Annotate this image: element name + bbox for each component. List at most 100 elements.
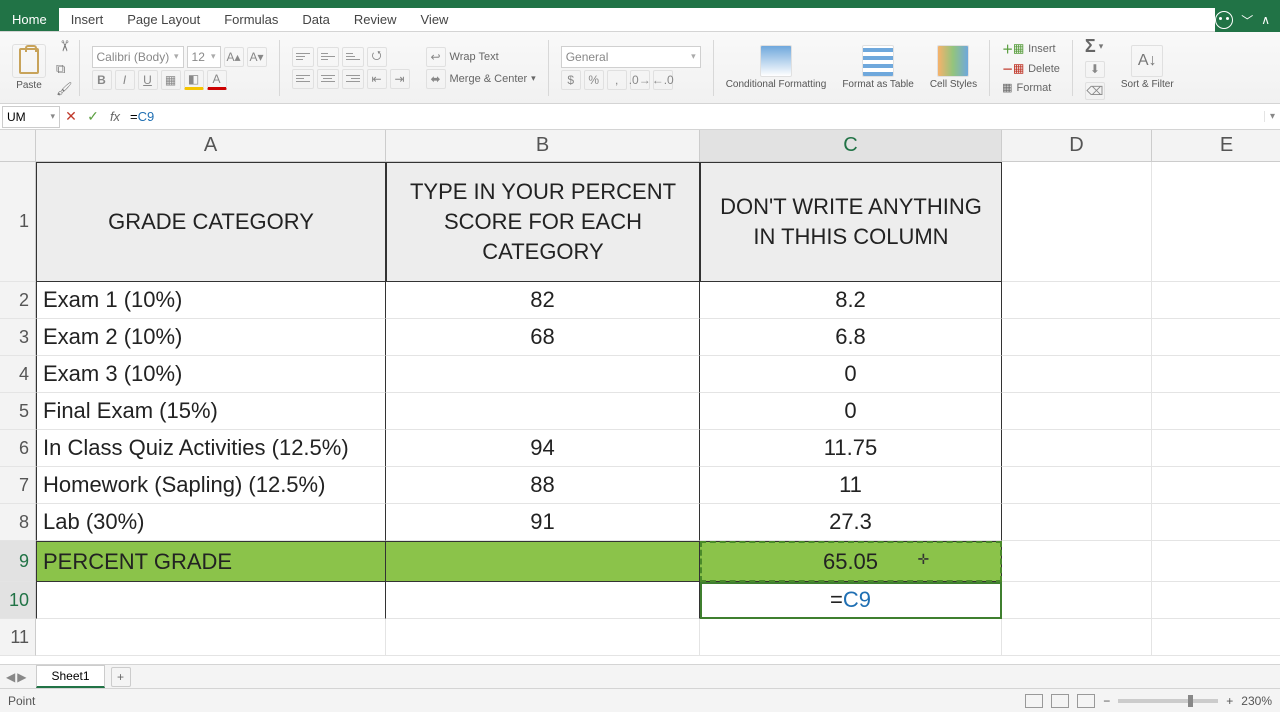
paste-button[interactable]: [12, 44, 46, 78]
cell[interactable]: [1002, 393, 1152, 430]
tab-insert[interactable]: Insert: [59, 8, 116, 31]
row-header[interactable]: 9: [0, 541, 36, 582]
cell[interactable]: [1002, 282, 1152, 319]
fill-color-button[interactable]: ◧: [184, 70, 204, 90]
category-cell[interactable]: In Class Quiz Activities (12.5%): [36, 430, 386, 467]
font-size-combo[interactable]: 12▾: [187, 46, 221, 68]
delete-cells-button[interactable]: －▦Delete: [1002, 61, 1060, 77]
wrap-text-button[interactable]: ↩Wrap Text: [426, 47, 499, 67]
cell[interactable]: [1152, 319, 1280, 356]
column-header[interactable]: D: [1002, 130, 1152, 162]
total-label-cell[interactable]: PERCENT GRADE: [36, 541, 386, 582]
bold-button[interactable]: B: [92, 70, 112, 90]
percent-icon[interactable]: %: [584, 70, 604, 90]
zoom-level[interactable]: 230%: [1241, 694, 1272, 708]
cell[interactable]: [1002, 319, 1152, 356]
category-cell[interactable]: Lab (30%): [36, 504, 386, 541]
computed-cell[interactable]: 11.75: [700, 430, 1002, 467]
zoom-out-icon[interactable]: −: [1103, 694, 1110, 708]
align-center-icon[interactable]: [317, 69, 339, 89]
spreadsheet-grid[interactable]: ABCDE 1234567891011 GRADE CATEGORYTYPE I…: [0, 130, 1280, 664]
score-cell[interactable]: 94: [386, 430, 700, 467]
select-all-corner[interactable]: [0, 130, 36, 162]
enter-icon[interactable]: ✓: [82, 108, 104, 125]
view-layout-icon[interactable]: [1051, 694, 1069, 708]
score-cell[interactable]: 88: [386, 467, 700, 504]
score-cell[interactable]: 82: [386, 282, 700, 319]
computed-cell[interactable]: 8.2: [700, 282, 1002, 319]
cell[interactable]: [1152, 162, 1280, 282]
column-header[interactable]: E: [1152, 130, 1280, 162]
cell[interactable]: [386, 619, 700, 656]
tab-page-layout[interactable]: Page Layout: [115, 8, 212, 31]
view-normal-icon[interactable]: [1025, 694, 1043, 708]
currency-icon[interactable]: $: [561, 70, 581, 90]
align-bottom-icon[interactable]: [342, 47, 364, 67]
cell[interactable]: [1152, 467, 1280, 504]
computed-cell[interactable]: 0: [700, 356, 1002, 393]
cell[interactable]: [1002, 504, 1152, 541]
add-sheet-button[interactable]: +: [111, 667, 131, 687]
cell-styles-icon[interactable]: [937, 45, 969, 77]
computed-cell[interactable]: 27.3: [700, 504, 1002, 541]
cell[interactable]: [1152, 356, 1280, 393]
tab-nav-next-icon[interactable]: ▶: [17, 670, 26, 684]
cell[interactable]: [1002, 430, 1152, 467]
insert-cells-button[interactable]: ＋▦Insert: [1002, 41, 1056, 57]
cell[interactable]: [1002, 619, 1152, 656]
category-cell[interactable]: Exam 2 (10%): [36, 319, 386, 356]
collapse-ribbon-icon[interactable]: ∧: [1261, 13, 1270, 27]
category-cell[interactable]: Final Exam (15%): [36, 393, 386, 430]
fx-icon[interactable]: fx: [104, 109, 126, 124]
clear-icon[interactable]: ⌫: [1085, 82, 1105, 100]
italic-button[interactable]: I: [115, 70, 135, 90]
view-break-icon[interactable]: [1077, 694, 1095, 708]
score-cell[interactable]: [386, 393, 700, 430]
category-cell[interactable]: Homework (Sapling) (12.5%): [36, 467, 386, 504]
row-header[interactable]: 2: [0, 282, 36, 319]
merge-center-button[interactable]: ⬌Merge & Center▾: [426, 69, 536, 89]
indent-inc-icon[interactable]: ⇥: [390, 69, 410, 89]
total-blank-cell[interactable]: [386, 541, 700, 582]
font-color-button[interactable]: A: [207, 70, 227, 90]
shrink-font-icon[interactable]: A▾: [247, 47, 267, 67]
editing-cell[interactable]: =C9: [700, 582, 1002, 619]
cell[interactable]: [1002, 541, 1152, 582]
tab-home[interactable]: Home: [0, 8, 59, 31]
score-cell[interactable]: [386, 356, 700, 393]
row-header[interactable]: 7: [0, 467, 36, 504]
font-name-combo[interactable]: Calibri (Body)▾: [92, 46, 184, 68]
tab-data[interactable]: Data: [290, 8, 341, 31]
category-cell[interactable]: Exam 1 (10%): [36, 282, 386, 319]
inc-decimal-icon[interactable]: .0→: [630, 70, 650, 90]
cell[interactable]: [1152, 430, 1280, 467]
tab-formulas[interactable]: Formulas: [212, 8, 290, 31]
row-header[interactable]: 6: [0, 430, 36, 467]
tab-nav-first-icon[interactable]: ◀: [6, 670, 15, 684]
header-cell[interactable]: TYPE IN YOUR PERCENT SCORE FOR EACH CATE…: [386, 162, 700, 282]
cell[interactable]: [386, 582, 700, 619]
cell[interactable]: [1152, 582, 1280, 619]
format-as-table-icon[interactable]: [862, 45, 894, 77]
cell[interactable]: [36, 582, 386, 619]
header-cell[interactable]: GRADE CATEGORY: [36, 162, 386, 282]
grow-font-icon[interactable]: A▴: [224, 47, 244, 67]
cancel-icon[interactable]: ✕: [60, 108, 82, 125]
tab-view[interactable]: View: [409, 8, 461, 31]
align-top-icon[interactable]: [292, 47, 314, 67]
score-cell[interactable]: 91: [386, 504, 700, 541]
chevron-down-icon[interactable]: ﹀: [1241, 12, 1253, 29]
border-button[interactable]: ▦: [161, 70, 181, 90]
computed-cell[interactable]: 11: [700, 467, 1002, 504]
row-header[interactable]: 3: [0, 319, 36, 356]
zoom-in-icon[interactable]: +: [1226, 694, 1233, 708]
formula-input[interactable]: =C9: [126, 109, 1264, 124]
orientation-icon[interactable]: ⭯: [367, 47, 387, 67]
cell[interactable]: [1002, 582, 1152, 619]
cell[interactable]: [36, 619, 386, 656]
computed-cell[interactable]: 0: [700, 393, 1002, 430]
total-value-cell[interactable]: 65.05: [700, 541, 1002, 582]
cell[interactable]: [1002, 162, 1152, 282]
name-box[interactable]: UM▾: [2, 106, 60, 128]
conditional-formatting-icon[interactable]: [760, 45, 792, 77]
